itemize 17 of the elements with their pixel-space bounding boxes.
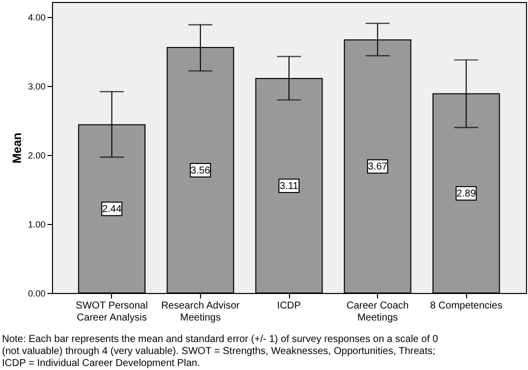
y-tick-label: 3.00 <box>28 82 46 92</box>
y-tick-label: 0.00 <box>28 288 46 298</box>
y-tick-label: 4.00 <box>28 12 46 23</box>
data-label: 3.67 <box>368 161 388 172</box>
y-tick-label: 2.00 <box>28 150 46 161</box>
data-label: 2.89 <box>456 188 476 200</box>
x-tick-label: ICDP <box>277 300 302 312</box>
y-tick-label: 1.00 <box>28 220 46 230</box>
y-axis-title: Mean <box>10 132 24 164</box>
data-label: 3.56 <box>190 165 211 176</box>
text: Note: Each bar represents the mean and standard error (+/- 1) of survey responses on a scale of 0 (not valuable) through 4 (very valuable). SWOT = Strengths, Weaknesses, Opportunities, Threats; ICDP = Individual Career Development Plan. <box>2 334 439 369</box>
data-label: 2.44 <box>102 204 122 215</box>
x-tick-label: SWOT Personal Career Analysis <box>76 300 148 324</box>
data-label: 3.11 <box>280 180 299 192</box>
x-tick-label: Career Coach Meetings <box>346 300 409 324</box>
x-tick-label: 8 Competencies <box>430 300 502 312</box>
x-tick-label: Research Advisor Meetings <box>161 300 240 324</box>
